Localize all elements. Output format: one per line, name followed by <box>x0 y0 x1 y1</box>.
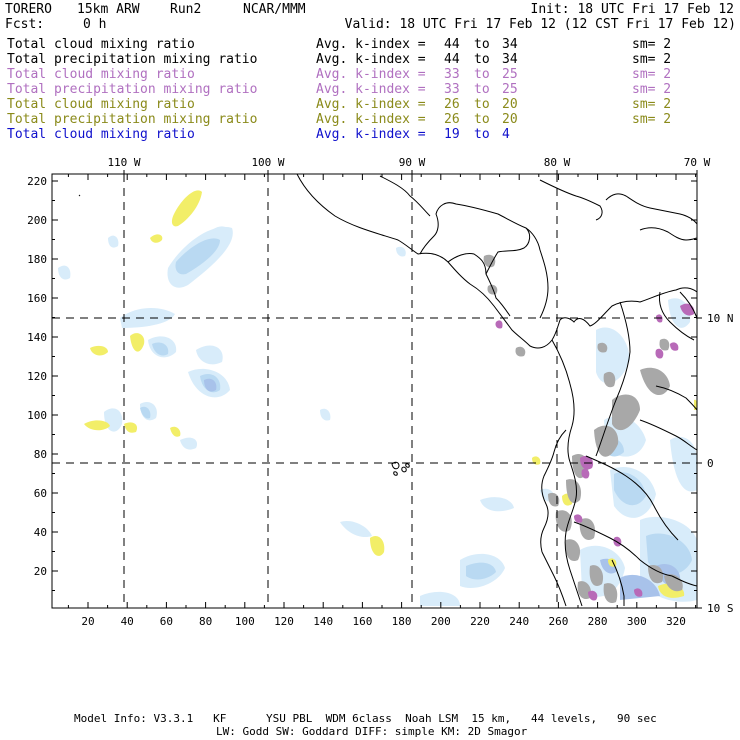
legend-to: to <box>474 37 490 52</box>
legend-sm: sm= 2 <box>632 97 672 112</box>
y-tick-label: 40 <box>34 526 47 539</box>
forecast-label: Fcst: <box>5 17 45 32</box>
legend-field: Total cloud mixing ratio <box>7 97 195 112</box>
x-tick-label: 20 <box>81 615 94 628</box>
legend-field: Total precipitation mixing ratio <box>7 52 258 67</box>
longitude-label: 90 W <box>399 156 426 169</box>
legend-to: to <box>474 52 490 67</box>
plot-frame <box>51 173 698 609</box>
legend-to: to <box>474 127 490 142</box>
legend-k2: 25 <box>502 82 518 97</box>
x-tick-label: 140 <box>313 615 333 628</box>
legend-field: Total cloud mixing ratio <box>7 67 195 82</box>
x-tick-label: 280 <box>588 615 608 628</box>
longitude-label: 70 W <box>684 156 711 169</box>
longitude-label: 100 W <box>251 156 284 169</box>
y-tick-label: 120 <box>27 370 47 383</box>
legend-k1: 33 <box>444 82 460 97</box>
legend-sm: sm= 2 <box>632 52 672 67</box>
x-tick-label: 220 <box>470 615 490 628</box>
legend-avg: Avg. k-index = <box>316 112 426 127</box>
legend-sm: sm= 2 <box>632 67 672 82</box>
y-tick-label: 200 <box>27 214 47 227</box>
model-resolution: 15km ARW <box>77 2 140 17</box>
legend-avg: Avg. k-index = <box>316 82 426 97</box>
y-tick-label: 100 <box>27 409 47 422</box>
longitude-label: 110 W <box>107 156 140 169</box>
legend-k1: 26 <box>444 97 460 112</box>
y-tick-label: 60 <box>34 487 47 500</box>
y-tick-label: 20 <box>34 565 47 578</box>
legend-k1: 19 <box>444 127 460 142</box>
physics-info-line: LW: Godd SW: Goddard DIFF: simple KM: 2D… <box>216 725 528 738</box>
cloud-blue-shading <box>140 238 692 580</box>
legend-avg: Avg. k-index = <box>316 127 426 142</box>
legend-k2: 34 <box>502 52 518 67</box>
x-tick-label: 320 <box>666 615 686 628</box>
legend-k2: 34 <box>502 37 518 52</box>
axis-ticks <box>52 170 702 609</box>
x-tick-label: 40 <box>121 615 134 628</box>
legend-to: to <box>474 97 490 112</box>
y-tick-label: 220 <box>27 175 47 188</box>
legend-sm: sm= 2 <box>632 82 672 97</box>
run-label: Run2 <box>170 2 202 17</box>
forecast-hour: 0 h <box>83 17 107 32</box>
x-tick-label: 240 <box>509 615 529 628</box>
latitude-label: 10 S <box>707 602 734 615</box>
x-tick-label: 200 <box>431 615 451 628</box>
legend-avg: Avg. k-index = <box>316 97 426 112</box>
legend-field: Total precipitation mixing ratio <box>7 112 258 127</box>
legend-to: to <box>474 82 490 97</box>
precipitation-mixing-ratio-shading <box>84 190 697 598</box>
legend-avg: Avg. k-index = <box>316 37 426 52</box>
y-tick-label: 180 <box>27 253 47 266</box>
legend-k1: 44 <box>444 52 460 67</box>
init-time: Init: 18 UTC Fri 17 Feb 12 <box>530 2 735 17</box>
x-tick-label: 80 <box>199 615 212 628</box>
legend-k1: 33 <box>444 67 460 82</box>
coastlines <box>78 174 697 607</box>
axis-tick-labels: 220 200 180 160 140 120 100 80 60 40 20 20 40 60 80 100… <box>27 156 733 628</box>
latitude-label: 0 <box>707 457 714 470</box>
model-info-line: Model Info: V3.3.1 KF YSU PBL WDM 6class… <box>74 712 657 725</box>
legend-avg: Avg. k-index = <box>316 67 426 82</box>
field-shading <box>58 190 697 606</box>
x-tick-label: 60 <box>160 615 173 628</box>
legend-field: Total cloud mixing ratio <box>7 127 195 142</box>
legend-avg: Avg. k-index = <box>316 52 426 67</box>
legend-to: to <box>474 67 490 82</box>
legend-to: to <box>474 112 490 127</box>
latitude-label: 10 N <box>707 312 734 325</box>
model-name: TORERO <box>5 2 52 17</box>
graticule <box>52 174 697 608</box>
legend-field: Total precipitation mixing ratio <box>7 82 258 97</box>
legend-k2: 20 <box>502 97 518 112</box>
legend-sm: sm= 2 <box>632 37 672 52</box>
x-tick-label: 100 <box>235 615 255 628</box>
x-tick-label: 180 <box>392 615 412 628</box>
legend-sm: sm= 2 <box>632 112 672 127</box>
x-tick-label: 260 <box>548 615 568 628</box>
y-tick-label: 140 <box>27 331 47 344</box>
legend-k1: 26 <box>444 112 460 127</box>
longitude-label: 80 W <box>544 156 571 169</box>
y-tick-label: 160 <box>27 292 47 305</box>
cloud-deep-shading <box>204 378 681 600</box>
legend-field: Total cloud mixing ratio <box>7 37 195 52</box>
y-tick-label: 80 <box>34 448 47 461</box>
x-tick-label: 120 <box>274 615 294 628</box>
x-tick-label: 300 <box>627 615 647 628</box>
legend-k2: 25 <box>502 67 518 82</box>
legend-k2: 20 <box>502 112 518 127</box>
org-label: NCAR/MMM <box>243 2 306 17</box>
valid-time: Valid: 18 UTC Fri 17 Feb 12 (12 CST Fri … <box>344 17 736 32</box>
legend-k1: 44 <box>444 37 460 52</box>
x-tick-label: 160 <box>352 615 372 628</box>
legend-k2: 4 <box>502 127 510 142</box>
